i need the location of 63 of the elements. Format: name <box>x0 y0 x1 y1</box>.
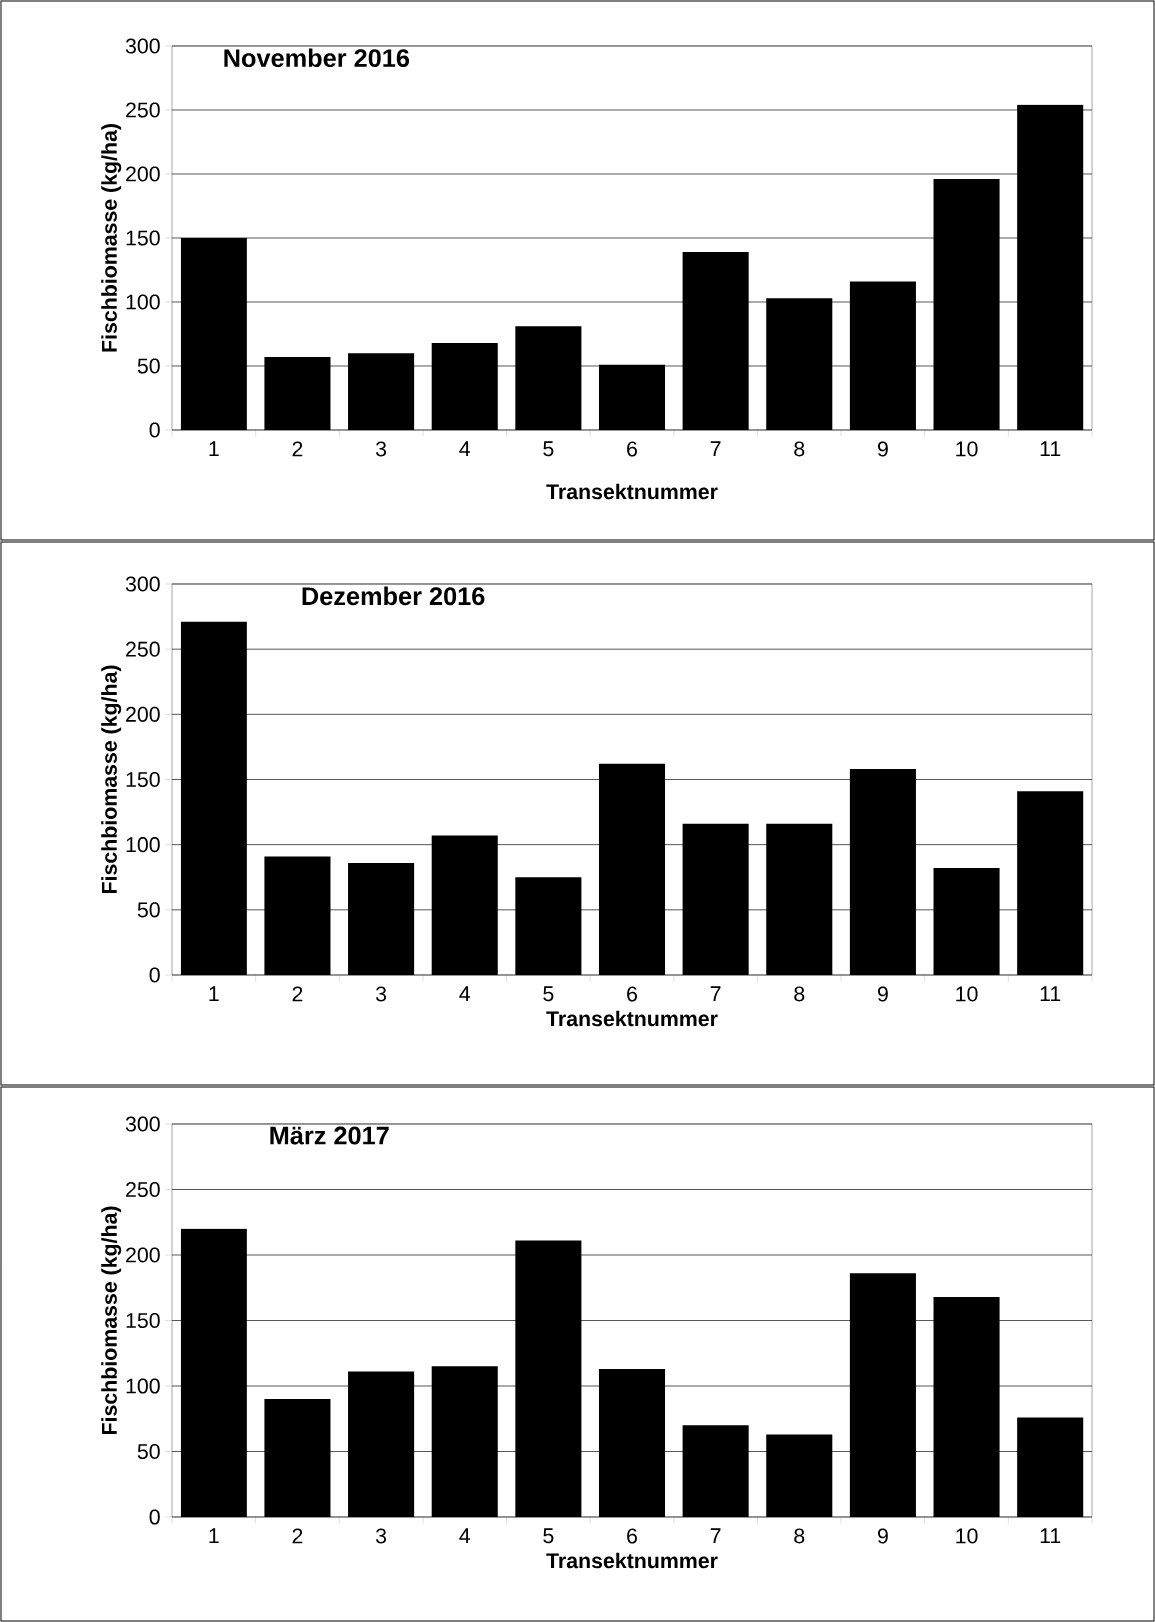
x-tick-label: 5 <box>543 986 554 1002</box>
y-tick-label: 100 <box>126 1378 160 1394</box>
x-tick-label: 7 <box>710 441 721 457</box>
y-tick-label: 200 <box>126 1247 160 1263</box>
y-tick-label: 300 <box>125 576 160 592</box>
y-tick-label: 150 <box>126 230 160 246</box>
y-axis-title: Fischbiomasse (kg/ha) <box>101 665 122 894</box>
x-axis-title: Transektnummer <box>546 1552 718 1569</box>
y-tick-label: 50 <box>137 358 160 374</box>
y-tick-label: 0 <box>149 967 160 983</box>
y-tick-label: 250 <box>126 641 160 657</box>
y-tick-label: 300 <box>125 38 160 54</box>
x-tick-label: 8 <box>794 986 805 1002</box>
y-tick-label: 200 <box>126 166 160 182</box>
y-tick-label: 0 <box>149 1509 160 1525</box>
x-tick-label: 11 <box>1040 1528 1061 1544</box>
x-tick-label: 2 <box>292 441 303 457</box>
x-axis-title: Transektnummer <box>546 1010 718 1027</box>
x-tick-label: 1 <box>209 1528 219 1544</box>
x-tick-label: 8 <box>794 1528 805 1544</box>
x-tick-label: 6 <box>627 441 637 457</box>
x-tick-label: 9 <box>877 441 888 457</box>
x-tick-label: 9 <box>877 986 888 1002</box>
x-tick-label: 4 <box>459 1528 471 1544</box>
y-tick-label: 150 <box>126 771 160 788</box>
chart-title: März 2017 <box>270 1126 389 1145</box>
x-tick-label: 8 <box>794 441 805 457</box>
x-tick-label: 1 <box>209 986 219 1002</box>
x-tick-label: 5 <box>543 441 554 457</box>
x-tick-label: 4 <box>459 441 471 457</box>
x-tick-label: 10 <box>956 986 978 1002</box>
x-tick-label: 11 <box>1040 441 1061 457</box>
y-tick-label: 200 <box>126 706 160 722</box>
y-tick-label: 100 <box>126 837 160 853</box>
x-tick-label: 5 <box>543 1528 554 1544</box>
x-tick-label: 7 <box>710 986 721 1002</box>
x-tick-label: 10 <box>956 1528 978 1544</box>
y-tick-label: 250 <box>126 1181 160 1198</box>
y-tick-label: 50 <box>137 902 160 918</box>
y-tick-label: 300 <box>125 1116 160 1132</box>
y-tick-label: 50 <box>137 1443 160 1460</box>
y-tick-label: 0 <box>149 422 160 438</box>
x-tick-label: 3 <box>375 441 387 457</box>
x-tick-label: 7 <box>710 1528 721 1544</box>
x-tick-label: 6 <box>627 1528 637 1544</box>
x-tick-label: 2 <box>292 1528 303 1544</box>
y-tick-label: 100 <box>126 294 160 310</box>
x-axis-title: Transektnummer <box>546 483 718 500</box>
x-tick-label: 10 <box>956 441 978 457</box>
y-axis-title: Fischbiomasse (kg/ha) <box>101 124 122 352</box>
x-tick-label: 3 <box>375 986 387 1002</box>
y-axis-title: Fischbiomasse (kg/ha) <box>101 1206 122 1435</box>
y-tick-label: 250 <box>126 102 160 118</box>
chart-title: November 2016 <box>224 48 410 68</box>
x-tick-label: 9 <box>877 1528 888 1544</box>
x-tick-label: 1 <box>209 441 219 457</box>
x-tick-label: 11 <box>1040 986 1061 1002</box>
x-tick-label: 6 <box>627 986 637 1002</box>
y-tick-label: 150 <box>126 1312 160 1329</box>
x-tick-label: 4 <box>459 986 471 1002</box>
chart-title: Dezember 2016 <box>302 586 485 606</box>
x-tick-label: 3 <box>375 1528 387 1544</box>
x-tick-label: 2 <box>292 986 303 1002</box>
